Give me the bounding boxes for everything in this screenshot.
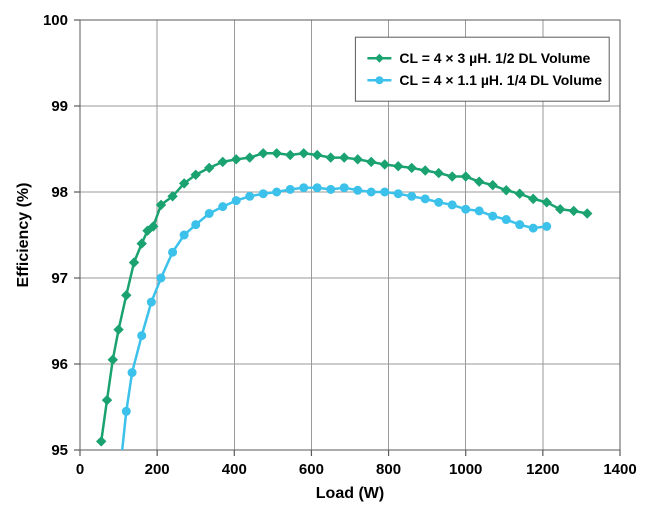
y-tick-label: 99 xyxy=(51,98,68,115)
legend-box xyxy=(355,37,609,101)
marker-circle xyxy=(529,224,537,232)
y-tick-label: 95 xyxy=(51,442,68,459)
marker-circle xyxy=(192,221,200,229)
marker-circle xyxy=(232,197,240,205)
efficiency-chart: 0 200 400 600 800 1000 1200 1400 95 96 97 98 99 100 Lo… xyxy=(0,0,651,516)
marker-circle xyxy=(435,198,443,206)
marker-circle xyxy=(502,216,510,224)
marker-circle xyxy=(421,195,429,203)
marker-circle xyxy=(313,184,321,192)
y-tick-label: 100 xyxy=(43,12,68,29)
chart-svg: 0 200 400 600 800 1000 1200 1400 95 96 97 98 99 100 Lo… xyxy=(0,0,651,516)
marker-circle xyxy=(354,186,362,194)
marker-circle xyxy=(259,190,267,198)
marker-circle xyxy=(138,332,146,340)
x-tick-label: 400 xyxy=(222,461,247,478)
marker-circle xyxy=(219,203,227,211)
y-axis-label: Efficiency (%) xyxy=(15,183,32,288)
legend-label: CL = 4 × 1.1 µH. 1/4 DL Volume xyxy=(399,72,602,88)
marker-circle xyxy=(327,185,335,193)
marker-circle xyxy=(448,201,456,209)
x-tick-label: 200 xyxy=(145,461,170,478)
marker-circle xyxy=(340,184,348,192)
marker-circle xyxy=(169,248,177,256)
marker-circle xyxy=(147,298,155,306)
marker-circle xyxy=(180,231,188,239)
x-tick-label: 800 xyxy=(376,461,401,478)
y-tick-label: 97 xyxy=(51,270,68,287)
legend-label: CL = 4 × 3 µH. 1/2 DL Volume xyxy=(399,50,590,66)
legend-marker-circle xyxy=(375,76,383,84)
marker-circle xyxy=(543,222,551,230)
marker-circle xyxy=(300,184,308,192)
x-tick-label: 1400 xyxy=(603,461,636,478)
y-tick-label: 98 xyxy=(51,184,68,201)
marker-circle xyxy=(394,190,402,198)
x-tick-label: 1000 xyxy=(449,461,482,478)
marker-circle xyxy=(489,212,497,220)
marker-circle xyxy=(475,207,483,215)
x-tick-label: 1200 xyxy=(526,461,559,478)
marker-circle xyxy=(286,185,294,193)
y-tick-label: 96 xyxy=(51,356,68,373)
marker-circle xyxy=(205,210,213,218)
x-axis-label: Load (W) xyxy=(316,485,384,502)
x-tick-label: 600 xyxy=(299,461,324,478)
marker-circle xyxy=(273,188,281,196)
x-tick-label: 0 xyxy=(76,461,84,478)
marker-circle xyxy=(381,188,389,196)
marker-circle xyxy=(462,205,470,213)
marker-circle xyxy=(408,192,416,200)
marker-circle xyxy=(128,369,136,377)
marker-circle xyxy=(122,407,130,415)
marker-circle xyxy=(157,274,165,282)
marker-circle xyxy=(246,192,254,200)
marker-circle xyxy=(516,221,524,229)
marker-circle xyxy=(367,188,375,196)
